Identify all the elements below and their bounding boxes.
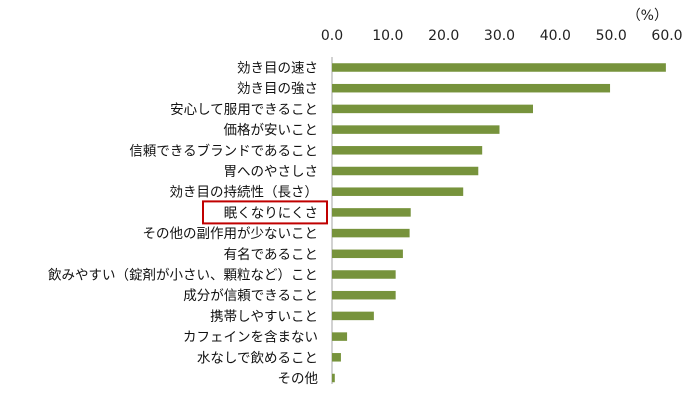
category-label: 効き目の強さ (237, 81, 318, 97)
highlight-box (202, 200, 328, 225)
bar (332, 83, 611, 93)
bar (332, 311, 374, 321)
x-tick-label: 30.0 (484, 28, 515, 44)
category-label: 信頼できるブランドであること (129, 142, 318, 159)
x-axis-tick-labels: 0.0 10.0 20.0 30.0 40.0 50.0 60.0 (321, 28, 683, 44)
category-label: 有名であること (224, 247, 318, 263)
unit-label: （%） (627, 8, 668, 24)
bar (332, 187, 464, 196)
category-label: 眠くなりにくさ (224, 205, 318, 221)
x-tick-label: 10.0 (372, 28, 403, 44)
x-tick-label: 0.0 (321, 28, 343, 44)
bars (332, 63, 666, 383)
bar (332, 270, 396, 279)
category-label: 安心して服用できること (170, 102, 318, 118)
bar (332, 208, 411, 217)
bar (332, 166, 479, 176)
x-tick-label: 40.0 (540, 28, 571, 44)
bar (332, 353, 341, 362)
category-label: その他の副作用が少ないこと (143, 226, 319, 242)
category-label: カフェインを含まない (183, 330, 318, 346)
bar (332, 125, 500, 134)
bar (332, 228, 410, 238)
category-label: 価格が安いこと (224, 123, 319, 139)
bar (332, 249, 403, 259)
x-tick-label: 50.0 (596, 28, 627, 44)
category-label: 飲みやすい（錠剤が小さい、顆粒など）こと (48, 268, 318, 284)
category-label: 成分が信頼できること (183, 288, 318, 304)
x-tick-label: 20.0 (428, 28, 459, 44)
bar (332, 63, 666, 72)
category-label: 効き目の持続性（長さ） (170, 185, 319, 201)
category-label: 携帯しやすいこと (210, 309, 318, 325)
bar (332, 332, 348, 341)
category-label: その他 (278, 371, 319, 387)
category-label: 水なしで飲めること (197, 350, 318, 366)
bar (332, 104, 533, 114)
bar (332, 373, 335, 383)
x-tick-label: 60.0 (651, 28, 682, 44)
bar (332, 290, 396, 300)
category-labels: 効き目の速さ効き目の強さ安心して服用できること価格が安いこと信頼できるブランドで… (48, 61, 318, 388)
category-label: 胃へのやさしさ (224, 164, 319, 180)
category-label: 効き目の速さ (237, 61, 318, 77)
bar (332, 146, 483, 155)
